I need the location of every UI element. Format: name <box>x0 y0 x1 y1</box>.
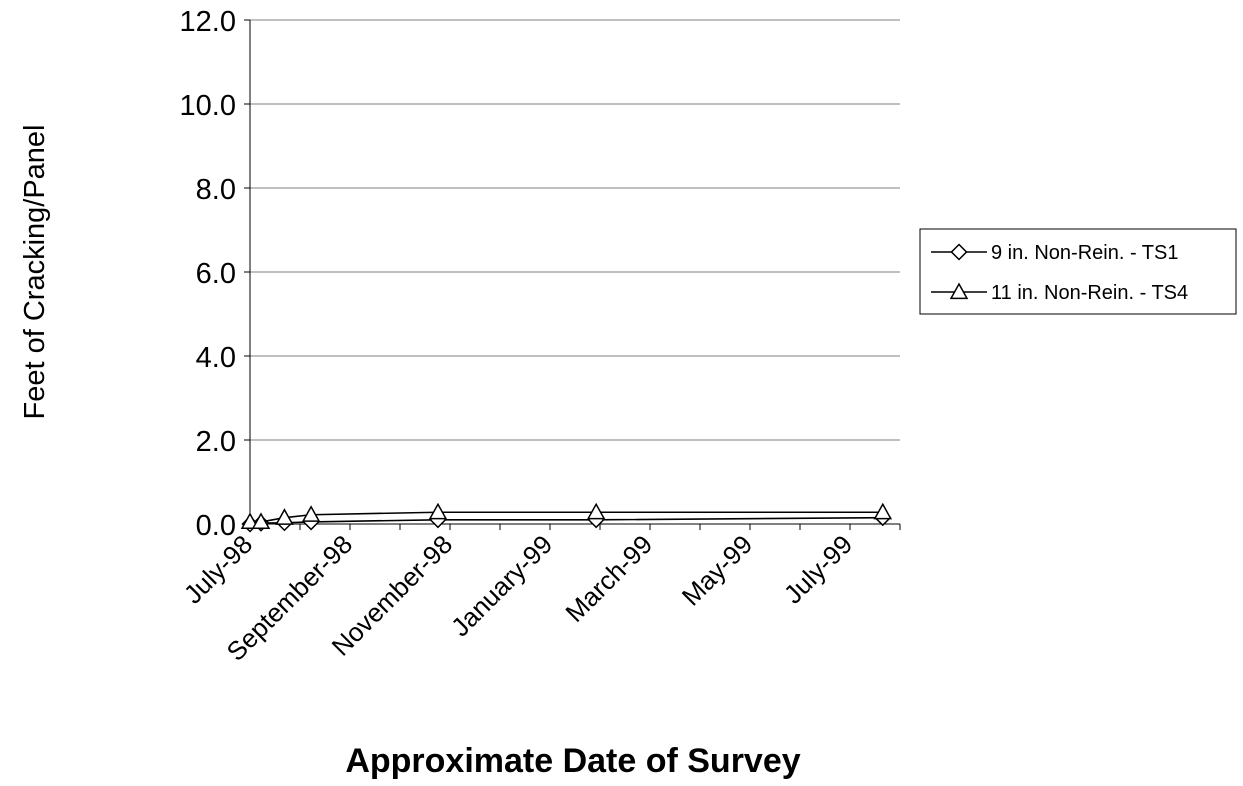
x-tick-label: July-99 <box>778 529 858 609</box>
y-axis-title: Feet of Cracking/Panel <box>19 125 51 420</box>
y-tick-label: 6.0 <box>196 258 236 290</box>
legend-marker-diamond <box>950 243 968 261</box>
gridlines <box>250 19 900 441</box>
y-tick-label: 2.0 <box>196 426 236 458</box>
y-tick-label: 10.0 <box>180 90 236 122</box>
data-point <box>873 502 893 520</box>
x-axis-tick-labels: July-98September-98November-98January-99… <box>178 529 858 667</box>
legend-label: 11 in. Non-Rein. - TS4 <box>991 282 1188 304</box>
y-axis-tick-labels: 0.0 2.0 4.0 6.0 8.0 10.0 12.0 <box>180 6 236 542</box>
series-2 <box>240 502 893 530</box>
data-point <box>301 505 321 522</box>
y-tick-label: 0.0 <box>196 510 236 542</box>
legend-box <box>919 228 1237 315</box>
data-point <box>428 502 448 520</box>
x-tick-label: March-99 <box>559 529 658 628</box>
data-point <box>251 512 271 530</box>
y-tick-label: 12.0 <box>180 6 236 38</box>
data-point <box>240 512 260 530</box>
series-line <box>249 516 883 525</box>
x-tick-label: May-99 <box>676 529 759 612</box>
x-tick-label: January-99 <box>445 529 558 642</box>
y-tick-label: 8.0 <box>196 174 236 206</box>
legend-item: 9 in. Non-Rein. - TS1 <box>931 242 1179 264</box>
series-group <box>240 502 893 533</box>
y-tick-label: 4.0 <box>196 342 236 374</box>
legend-item: 11 in. Non-Rein. - TS4 <box>931 282 1188 304</box>
data-point <box>586 502 606 520</box>
axes <box>244 19 901 530</box>
legend-label: 9 in. Non-Rein. - TS1 <box>991 242 1179 264</box>
x-axis-title: Approximate Date of Survey <box>345 742 800 780</box>
legend-marker-triangle <box>949 282 969 300</box>
legend: 9 in. Non-Rein. - TS1 11 in. Non-Rein. - … <box>919 228 1237 315</box>
data-point <box>275 508 294 525</box>
